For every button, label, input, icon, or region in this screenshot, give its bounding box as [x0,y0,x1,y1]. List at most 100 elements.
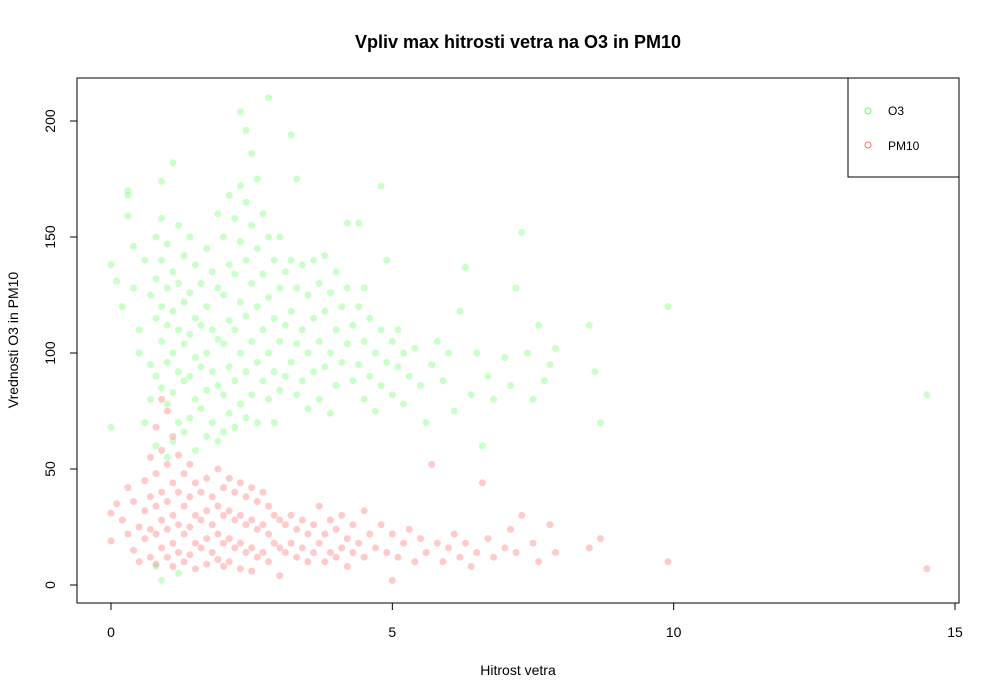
data-point-o3 [158,177,166,185]
data-point-o3 [124,187,132,195]
data-point-o3 [208,419,216,427]
data-point-pm10 [304,530,312,538]
data-point-pm10 [321,530,329,538]
data-point-o3 [310,256,318,264]
data-point-pm10 [118,516,126,524]
data-point-pm10 [214,502,222,510]
data-point-pm10 [501,544,509,552]
data-point-o3 [523,349,531,357]
data-point-pm10 [242,493,250,501]
data-point-o3 [422,419,430,427]
data-point-pm10 [158,395,166,403]
data-point-pm10 [203,507,211,515]
data-point-pm10 [158,516,166,524]
data-point-pm10 [473,549,481,556]
data-point-o3 [315,395,323,403]
data-point-o3 [281,268,289,276]
y-axis: 0 50 100 150 200 [42,109,78,589]
data-point-pm10 [220,562,227,570]
data-point-o3 [298,326,306,334]
data-point-o3 [462,263,469,271]
data-point-pm10 [180,558,188,566]
data-point-o3 [428,361,436,369]
data-point-pm10 [141,535,149,543]
data-point-pm10 [400,539,408,547]
data-point-pm10 [338,544,346,552]
series-pm10 [107,395,931,584]
legend: O3 PM10 [847,77,960,178]
data-point-o3 [664,303,672,311]
data-point-o3 [270,419,278,427]
data-point-o3 [276,284,284,292]
data-point-pm10 [298,516,306,524]
data-point-pm10 [276,516,284,524]
data-point-pm10 [287,539,295,547]
data-point-pm10 [242,521,250,529]
data-point-pm10 [490,553,498,561]
data-point-pm10 [169,479,177,487]
data-point-pm10 [169,562,177,570]
data-point-pm10 [248,516,256,524]
data-point-o3 [236,182,244,190]
data-point-pm10 [186,460,194,468]
data-point-o3 [276,386,284,394]
data-point-pm10 [191,511,199,519]
data-point-pm10 [158,446,166,454]
data-point-pm10 [124,530,132,538]
data-point-o3 [355,361,363,369]
data-point-o3 [507,382,514,389]
data-point-o3 [175,419,182,427]
data-point-o3 [236,108,244,116]
y-axis-label: Vrednosti O3 in PM10 [5,272,21,409]
data-point-pm10 [141,477,149,485]
data-point-o3 [197,279,205,287]
x-tick-label: 5 [388,624,396,640]
data-point-o3 [281,321,289,329]
data-point-pm10 [450,530,458,538]
data-point-o3 [394,326,402,334]
data-point-pm10 [236,539,244,547]
data-point-pm10 [259,521,267,529]
data-point-o3 [191,354,199,362]
data-point-pm10 [507,525,514,533]
data-point-pm10 [445,544,453,552]
data-point-o3 [433,337,441,345]
data-point-o3 [180,428,188,436]
data-point-o3 [197,321,205,329]
data-point-pm10 [225,535,233,543]
data-point-o3 [343,219,351,227]
data-point-o3 [225,409,233,417]
data-point-o3 [220,291,227,299]
data-point-o3 [186,289,194,297]
data-point-o3 [203,349,211,357]
data-point-pm10 [310,521,318,529]
data-point-pm10 [152,560,160,568]
data-point-o3 [175,569,182,577]
data-point-o3 [343,284,351,292]
data-point-pm10 [163,407,171,415]
data-point-pm10 [298,544,306,552]
data-point-o3 [298,377,306,385]
data-point-o3 [338,358,346,366]
data-point-pm10 [180,502,188,510]
data-point-o3 [253,419,261,427]
y-tick-label: 200 [42,109,58,133]
data-point-o3 [242,256,250,264]
data-point-o3 [197,405,205,413]
data-point-pm10 [135,523,143,531]
data-point-o3 [518,228,526,236]
data-point-o3 [236,400,244,408]
data-point-o3 [158,337,166,345]
data-point-pm10 [231,544,239,552]
data-point-o3 [326,409,334,417]
data-point-pm10 [152,530,160,538]
data-point-o3 [203,303,211,311]
data-point-pm10 [338,511,346,519]
data-point-o3 [158,303,166,311]
data-point-pm10 [467,562,475,570]
data-point-o3 [287,256,295,264]
data-point-pm10 [315,539,323,547]
data-point-pm10 [236,479,244,487]
data-point-pm10 [163,460,171,468]
data-point-o3 [236,298,244,306]
